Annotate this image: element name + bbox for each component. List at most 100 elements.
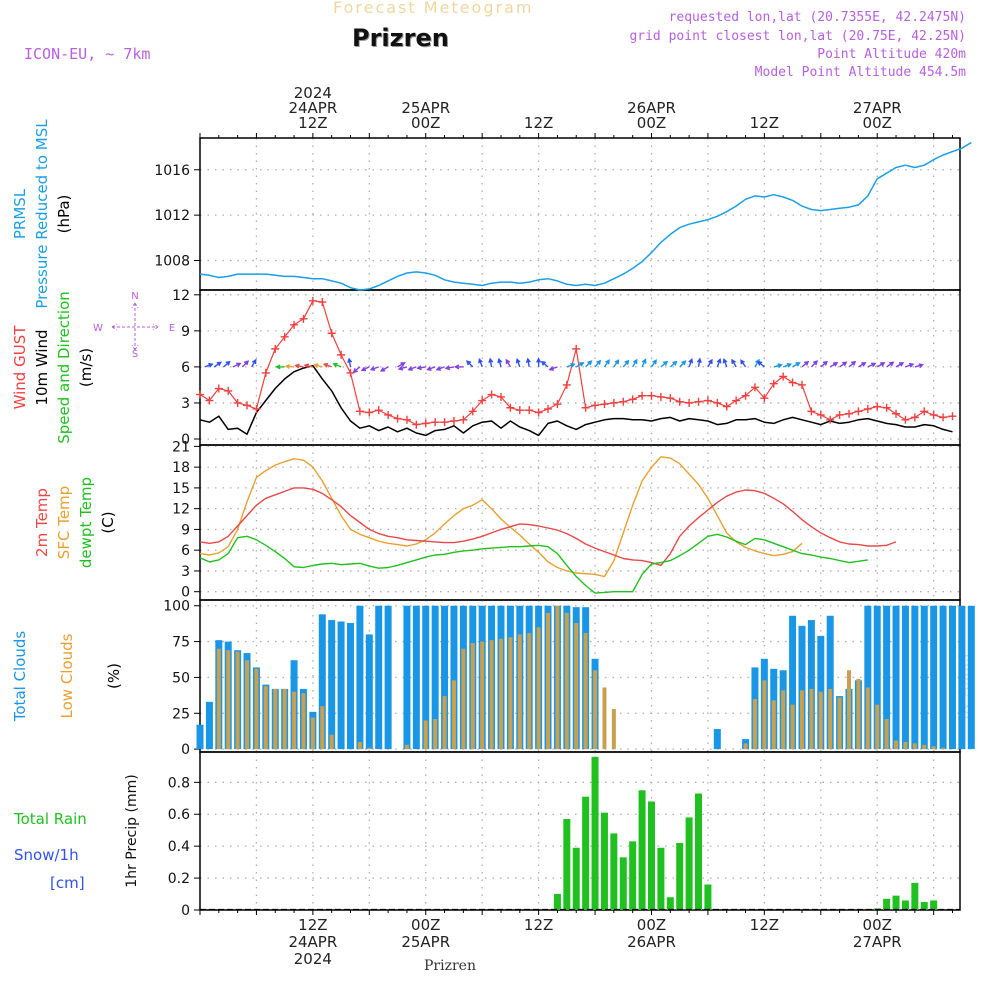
gust-point	[562, 380, 571, 389]
total-cloud-bar	[901, 605, 909, 750]
total-cloud-bar	[422, 605, 430, 750]
wind-arrow	[679, 360, 687, 368]
compass-s: S	[132, 349, 138, 360]
gust-point	[243, 401, 252, 410]
x-tick-label-top: 00Z	[411, 114, 440, 132]
wind-arrow	[716, 358, 722, 368]
low-cloud-bar	[310, 717, 315, 750]
wind-arrow	[782, 362, 793, 368]
low-cloud-bar	[865, 687, 870, 750]
wind-arrow	[435, 366, 445, 371]
gust-point	[816, 410, 825, 419]
y-tick-label: 6	[181, 360, 190, 376]
low-cloud-bar	[884, 719, 889, 750]
wind-arrow	[858, 362, 867, 368]
total-cloud-bar	[798, 625, 806, 750]
total-cloud-bar	[356, 605, 364, 750]
total-cloud-bar	[807, 620, 815, 750]
total-cloud-bar	[412, 605, 420, 750]
wind-arrow	[397, 365, 408, 371]
gust-point	[600, 400, 609, 409]
gust-point	[487, 390, 496, 399]
y-tick-label: 1016	[154, 163, 190, 179]
low-cloud-bar	[752, 698, 757, 750]
rain-bar	[676, 842, 684, 910]
gust-point	[741, 391, 750, 400]
panel-label: PRMSL	[11, 188, 29, 239]
rain-bar	[901, 900, 909, 910]
wind-gust-line	[199, 300, 953, 426]
panel-label: Wind GUST	[11, 325, 29, 410]
total-cloud-bar	[892, 605, 900, 750]
wind-arrow	[241, 360, 250, 368]
x-tick-label-top: 12Z	[298, 114, 327, 132]
wind-arrow	[397, 362, 406, 368]
y-tick-label: 9	[181, 324, 190, 340]
panel-label: 10m Wind	[33, 329, 51, 405]
gust-point	[769, 379, 778, 388]
low-cloud-bar	[743, 743, 748, 750]
gust-point	[205, 396, 214, 405]
wind-arrow	[632, 358, 638, 368]
panel-pressure: 1008 1012 1016	[154, 137, 961, 291]
wind-arrow	[548, 366, 558, 371]
gust-point	[666, 394, 675, 403]
x-tick-label-top: 27APR	[853, 99, 902, 117]
wind-arrow	[740, 359, 747, 368]
gust-point	[948, 412, 957, 421]
wind-arrow	[540, 360, 549, 368]
gust-point	[760, 394, 769, 403]
total-cloud-bar	[431, 605, 439, 750]
gust-point	[920, 407, 929, 416]
x-tick-label-bottom: 27APR	[853, 933, 902, 951]
x-tick-label-bottom: 00Z	[863, 916, 892, 934]
total-cloud-bar	[911, 605, 919, 750]
gust-point	[271, 344, 280, 353]
wind-arrow	[886, 361, 895, 368]
wind-arrow	[313, 363, 323, 369]
wind-arrow	[352, 366, 361, 373]
wind-arrow	[848, 360, 857, 368]
wind-arrow	[829, 362, 839, 368]
gust-point	[534, 408, 543, 417]
y-tick-label: 1012	[154, 208, 190, 224]
low-cloud-bar	[809, 688, 814, 750]
gust-point	[826, 415, 835, 424]
gust-point	[261, 368, 270, 377]
wind-arrow	[426, 366, 436, 371]
x-tick-label-top: 26APR	[627, 99, 676, 117]
x-tick-label-top: 12Z	[750, 114, 779, 132]
y-tick-label: 12	[172, 502, 190, 518]
wind-arrow	[251, 358, 257, 368]
wind-arrow	[820, 360, 828, 368]
gust-point	[412, 420, 421, 429]
wind-arrow	[453, 364, 464, 370]
wind-arrow	[792, 362, 801, 368]
point-altitude: Point Altitude 420m	[817, 47, 966, 62]
low-cloud-bar	[442, 696, 447, 750]
gust-point	[779, 372, 788, 381]
total-cloud-bar	[346, 622, 354, 750]
rain-bar	[920, 902, 928, 910]
gust-point	[647, 391, 656, 400]
gust-point	[910, 413, 919, 422]
panel-temperature: 0 3 6 9 12 15 18 21	[172, 439, 961, 601]
rain-bar	[629, 841, 637, 910]
gust-point	[431, 418, 440, 427]
total-cloud-bar	[958, 605, 966, 750]
wind-arrow	[660, 360, 669, 368]
gust-point	[214, 384, 223, 393]
gust-point	[196, 390, 204, 399]
low-cloud-bar	[536, 627, 541, 750]
low-cloud-bar	[423, 720, 428, 750]
low-cloud-bar	[508, 637, 513, 750]
total-cloud-bar	[328, 620, 336, 750]
panel-frame	[199, 137, 961, 291]
compass-n: N	[131, 291, 138, 302]
wind-arrow	[641, 358, 647, 368]
precip-rain-label: Total Rain	[13, 810, 87, 828]
gust-point	[835, 410, 844, 419]
low-cloud-bar	[451, 680, 456, 750]
gust-point	[374, 406, 383, 415]
total-cloud-bar	[337, 621, 345, 750]
